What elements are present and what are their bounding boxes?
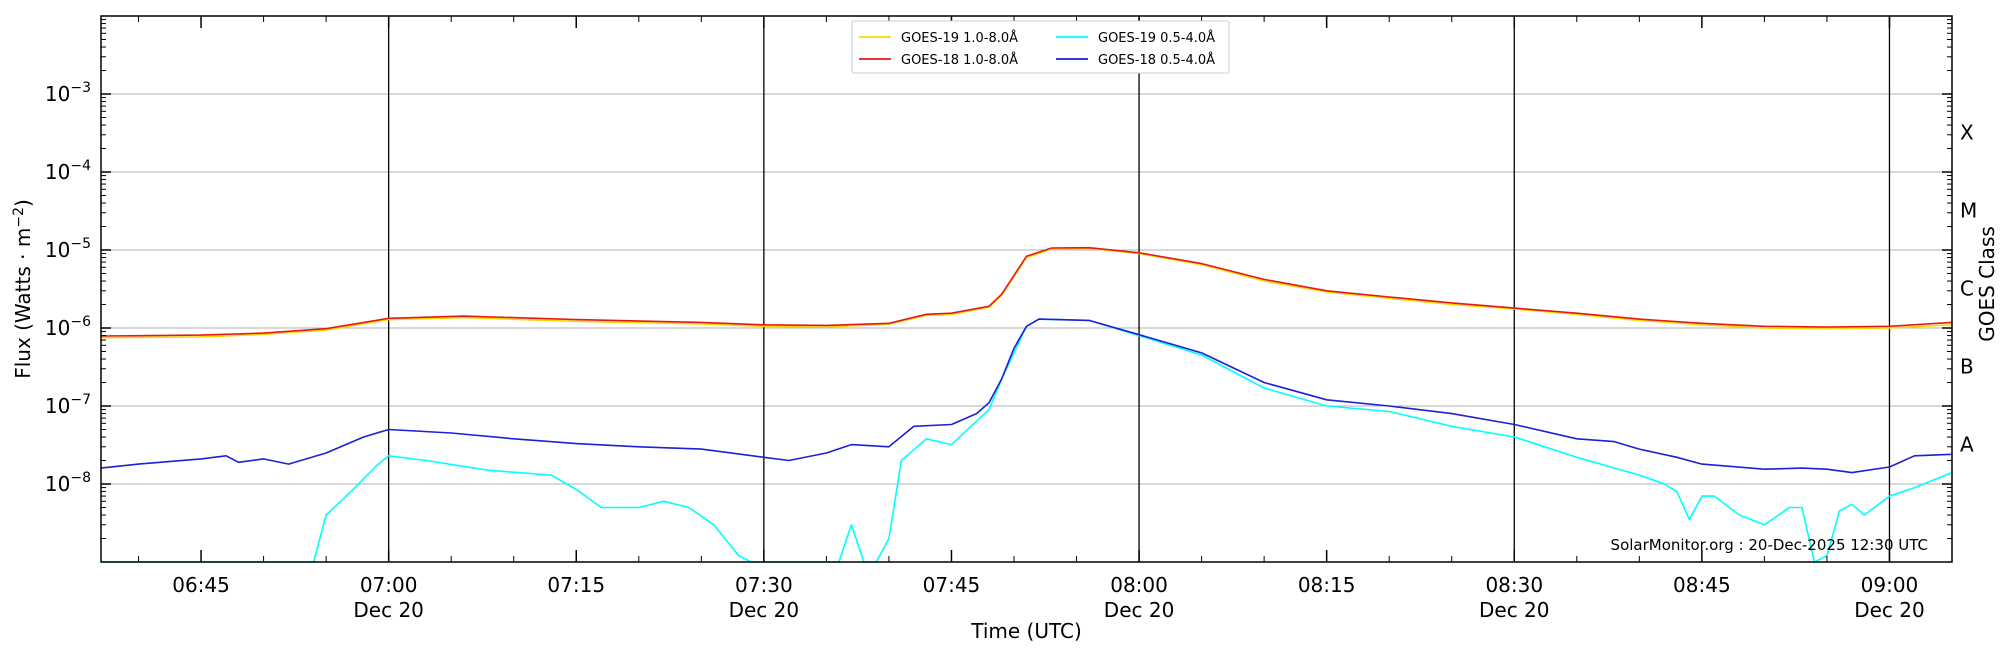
x-tick-label: 08:45 (1673, 573, 1731, 597)
credit-text: SolarMonitor.org : 20-Dec-2025 12:30 UTC (1611, 536, 1928, 554)
y-tick-exponent: −7 (70, 392, 91, 408)
x-tick-date-label: Dec 20 (1854, 598, 1925, 622)
x-tick-label: 07:00 (360, 573, 418, 597)
y-tick-label: 10−3 (45, 80, 91, 106)
goes-class-label: M (1960, 199, 1977, 223)
y-tick-exponent: −6 (70, 314, 91, 330)
legend-entry-label: GOES-19 0.5-4.0Å (1098, 30, 1215, 46)
y-tick-label: 10−6 (45, 314, 91, 340)
y-axis-label: Flux (Watts · m−2) (11, 199, 35, 379)
x-tick-date-label: Dec 20 (1479, 598, 1550, 622)
legend-box (851, 20, 1230, 74)
series-layer (100, 246, 1953, 563)
goes-class-axis-label: GOES Class (1975, 226, 1999, 342)
y-axis-label-close: ) (11, 199, 35, 207)
x-tick-label: 08:00 (1110, 573, 1168, 597)
y-tick-label: 10−4 (45, 158, 91, 184)
y-tick-base: 10 (45, 394, 70, 418)
series-line-3 (100, 318, 1953, 474)
goes-class-label: B (1960, 355, 1974, 379)
y-tick-exponent: −4 (70, 158, 91, 174)
x-axis-label: Time (UTC) (970, 619, 1082, 643)
x-tick-label: 06:45 (172, 573, 230, 597)
x-tick-date-label: Dec 20 (353, 598, 424, 622)
tick-layer (101, 16, 1953, 562)
y-tick-base: 10 (45, 238, 70, 262)
plot-frame (100, 15, 1953, 563)
legend: GOES-19 1.0-8.0Å GOES-19 0.5-4.0Å GOES-18 … (851, 20, 1230, 74)
legend-entry-label: GOES-19 1.0-8.0Å (901, 30, 1018, 46)
goes-class-label: X (1960, 121, 1974, 145)
y-tick-label: 10−7 (45, 392, 91, 418)
x-tick-label: 07:45 (923, 573, 981, 597)
goes-class-label: A (1960, 433, 1974, 457)
x-tick-label: 09:00 (1861, 573, 1919, 597)
y-tick-exponent: −8 (70, 470, 91, 486)
x-tick-date-label: Dec 20 (729, 598, 800, 622)
y-tick-base: 10 (45, 160, 70, 184)
y-axis-label-text: Flux (Watts · m (11, 228, 35, 379)
legend-entry-label: GOES-18 1.0-8.0Å (901, 52, 1018, 68)
x-tick-label: 07:30 (735, 573, 793, 597)
y-tick-base: 10 (45, 472, 70, 496)
y-tick-base: 10 (45, 82, 70, 106)
series-line-0 (100, 247, 1953, 339)
series-line-1 (100, 246, 1953, 337)
x-tick-date-label: Dec 20 (1104, 598, 1175, 622)
vertical-marker-lines (388, 16, 1891, 562)
x-tick-label: 08:30 (1485, 573, 1543, 597)
y-tick-exponent: −5 (70, 236, 91, 252)
y-tick-base: 10 (45, 316, 70, 340)
y-tick-label: 10−5 (45, 236, 91, 262)
y-tick-exponent: −3 (70, 80, 91, 96)
goes-class-label: C (1960, 277, 1974, 301)
x-tick-label: 08:15 (1298, 573, 1356, 597)
x-tick-label: 07:15 (547, 573, 605, 597)
y-axis-label-exponent: −2 (11, 207, 27, 228)
legend-entry-label: GOES-18 0.5-4.0Å (1098, 52, 1215, 68)
y-tick-label: 10−8 (45, 470, 91, 496)
